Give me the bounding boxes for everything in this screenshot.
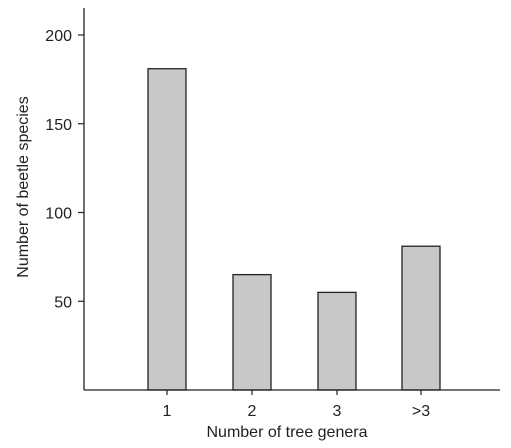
- bar-4: [402, 246, 440, 390]
- y-tick-label: 50: [54, 294, 72, 311]
- bars-group: [148, 69, 440, 390]
- y-tick-label: 100: [45, 206, 72, 223]
- x-tick-label: 2: [248, 403, 257, 420]
- y-tick-label: 150: [45, 117, 72, 134]
- bar-3: [318, 292, 356, 390]
- x-tick-label: 1: [163, 403, 172, 420]
- bar-1: [148, 69, 186, 390]
- y-axis-title: Number of beetle species: [15, 96, 32, 277]
- x-tick-label: 3: [333, 403, 342, 420]
- y-tick-label: 200: [45, 28, 72, 45]
- x-tick-label: >3: [412, 403, 430, 420]
- bar-2: [233, 275, 271, 390]
- x-axis-title: Number of tree genera: [207, 424, 368, 441]
